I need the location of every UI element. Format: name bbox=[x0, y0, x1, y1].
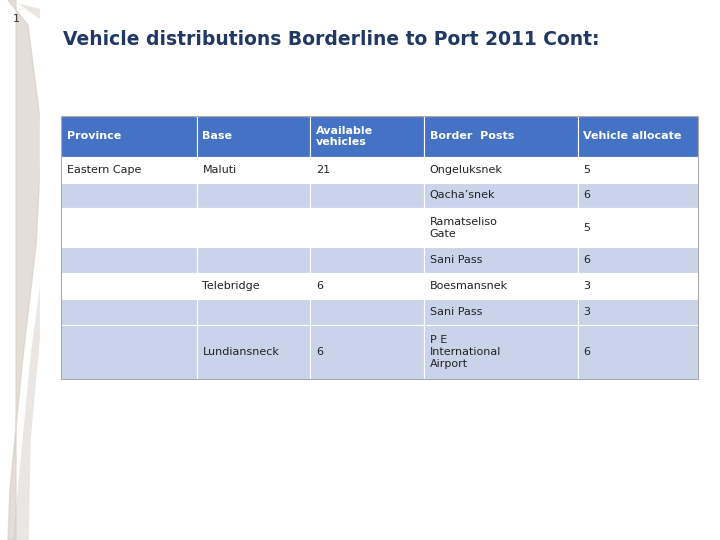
Text: P E
International
Airport: P E International Airport bbox=[430, 335, 501, 369]
Polygon shape bbox=[0, 0, 60, 540]
Text: Vehicle allocate: Vehicle allocate bbox=[583, 131, 682, 141]
Text: Qacha’snek: Qacha’snek bbox=[430, 191, 495, 200]
Text: Province: Province bbox=[67, 131, 121, 141]
Text: Ramatseliso
Gate: Ramatseliso Gate bbox=[430, 217, 498, 239]
Text: Sani Pass: Sani Pass bbox=[430, 307, 482, 317]
Text: Boesmansnek: Boesmansnek bbox=[430, 281, 508, 291]
Text: Base: Base bbox=[202, 131, 233, 141]
Text: 6: 6 bbox=[316, 281, 323, 291]
Text: Telebridge: Telebridge bbox=[202, 281, 260, 291]
Text: Lundiansneck: Lundiansneck bbox=[202, 347, 279, 357]
Text: Maluti: Maluti bbox=[202, 165, 237, 174]
Text: 6: 6 bbox=[583, 347, 590, 357]
Text: Border  Posts: Border Posts bbox=[430, 131, 514, 141]
Text: 6: 6 bbox=[316, 347, 323, 357]
Text: Available
vehicles: Available vehicles bbox=[316, 125, 373, 147]
Text: 6: 6 bbox=[583, 255, 590, 265]
Text: Sani Pass: Sani Pass bbox=[430, 255, 482, 265]
Text: 5: 5 bbox=[583, 165, 590, 174]
Text: Ongeluksnek: Ongeluksnek bbox=[430, 165, 503, 174]
Text: 1: 1 bbox=[13, 14, 20, 24]
Text: Eastern Cape: Eastern Cape bbox=[67, 165, 141, 174]
Text: 21: 21 bbox=[316, 165, 330, 174]
Text: 3: 3 bbox=[583, 307, 590, 317]
Text: 3: 3 bbox=[583, 281, 590, 291]
Polygon shape bbox=[40, 0, 720, 540]
Text: Vehicle distributions Borderline to Port 2011 Cont:: Vehicle distributions Borderline to Port… bbox=[63, 30, 600, 49]
Text: 6: 6 bbox=[583, 191, 590, 200]
Polygon shape bbox=[0, 0, 52, 540]
Text: 5: 5 bbox=[583, 223, 590, 233]
Polygon shape bbox=[8, 0, 42, 540]
